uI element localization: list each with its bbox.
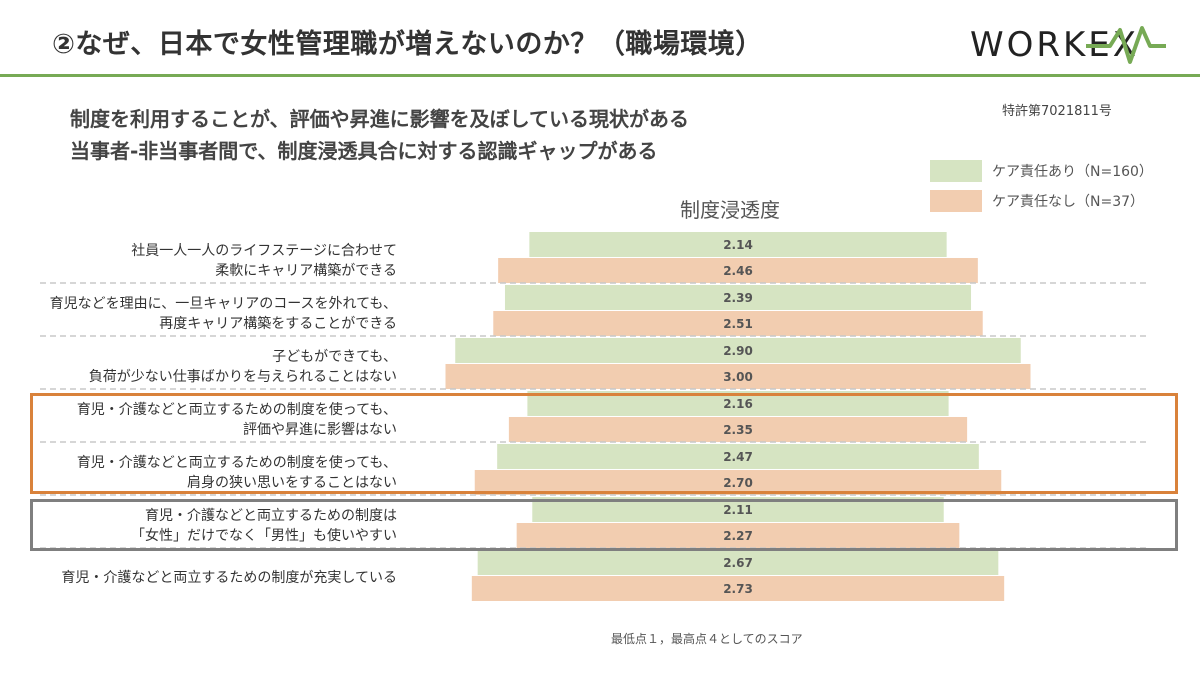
- bar-without_care-6: [471, 576, 1005, 601]
- legend-item-with-care: ケア責任あり（N=160）: [930, 160, 1153, 182]
- category-label-6-line1: 育児・介護などと両立するための制度が充実している: [61, 570, 397, 586]
- headline-2: 当事者-非当事者間で、制度浸透具合に対する認識ギャップがある: [70, 139, 658, 163]
- bar-with_care-2: [455, 338, 1021, 363]
- bar-without_care-1: [493, 311, 983, 336]
- headline-1: 制度を利用することが、評価や昇進に影響を及ぼしている現状がある: [70, 107, 689, 131]
- category-label-2-line1: 子どもができても、: [272, 349, 397, 365]
- highlight-box-orange: [30, 393, 1178, 494]
- value-label-with_care-1: 2.39: [723, 291, 753, 305]
- bar-without_care-0: [498, 258, 978, 283]
- category-label-3-line2: 評価や昇進に影響はない: [243, 422, 397, 438]
- bar-without_care-4: [474, 470, 1002, 495]
- legend-item-without-care: ケア責任なし（N=37）: [930, 190, 1144, 212]
- legend-swatch-orange: [930, 190, 982, 212]
- bar-with_care-0: [529, 232, 947, 257]
- value-label-without_care-1: 2.51: [723, 317, 753, 331]
- scale-note: 最低点１，最高点４としてのスコア: [611, 632, 803, 646]
- bar-without_care-5: [516, 523, 960, 548]
- page-title: ②なぜ、日本で女性管理職が増えないのか？（職場環境）: [52, 29, 763, 60]
- value-label-without_care-0: 2.46: [723, 264, 753, 278]
- category-label-3-line1: 育児・介護などと両立するための制度を使っても、: [76, 402, 397, 418]
- category-label-4-line2: 肩身の狭い思いをすることはない: [187, 475, 397, 491]
- value-label-without_care-3: 2.35: [723, 423, 753, 437]
- legend-label-with-care: ケア責任あり（N=160）: [992, 164, 1153, 180]
- value-label-without_care-6: 2.73: [723, 582, 753, 596]
- bar-without_care-2: [445, 364, 1031, 389]
- category-label-0-line2: 柔軟にキャリア構築ができる: [215, 263, 397, 279]
- chart-title: 制度浸透度: [680, 198, 780, 222]
- bar-with_care-6: [477, 550, 999, 575]
- value-label-with_care-6: 2.67: [723, 556, 753, 570]
- category-label-1-line1: 育児などを理由に、一旦キャリアのコースを外れても、: [49, 296, 397, 312]
- highlight-box-gray: [30, 499, 1178, 551]
- value-label-without_care-2: 3.00: [723, 370, 753, 384]
- value-label-with_care-5: 2.11: [723, 503, 753, 517]
- category-label-0-line1: 社員一人一人のライフステージに合わせて: [131, 243, 397, 259]
- logo-pulse-icon: [1086, 26, 1166, 64]
- legend-label-without-care: ケア責任なし（N=37）: [992, 194, 1145, 210]
- value-label-without_care-4: 2.70: [723, 476, 753, 490]
- header-divider: [0, 74, 1200, 77]
- value-label-without_care-5: 2.27: [723, 529, 753, 543]
- bar-with_care-4: [497, 444, 979, 469]
- category-label-2-line2: 負荷が少ない仕事ばかりを与えられることはない: [88, 369, 397, 385]
- legend-swatch-green: [930, 160, 982, 182]
- bar-without_care-3: [508, 417, 968, 442]
- value-label-with_care-0: 2.14: [723, 238, 753, 252]
- value-label-with_care-3: 2.16: [723, 397, 753, 411]
- category-label-1-line2: 再度キャリア構築をすることができる: [159, 316, 397, 332]
- workex-logo: WORKEX: [970, 22, 1170, 66]
- value-label-with_care-2: 2.90: [723, 344, 753, 358]
- category-label-5-line2: 「女性」だけでなく「男性」も使いやすい: [131, 528, 397, 544]
- patent-number: 特許第7021811号: [1002, 104, 1112, 119]
- category-label-5-line1: 育児・介護などと両立するための制度は: [145, 508, 397, 524]
- value-label-with_care-4: 2.47: [723, 450, 753, 464]
- bar-with_care-1: [504, 285, 972, 310]
- category-label-4-line1: 育児・介護などと両立するための制度を使っても、: [76, 455, 397, 471]
- workex-logo-mark: WORKEX: [970, 25, 1166, 65]
